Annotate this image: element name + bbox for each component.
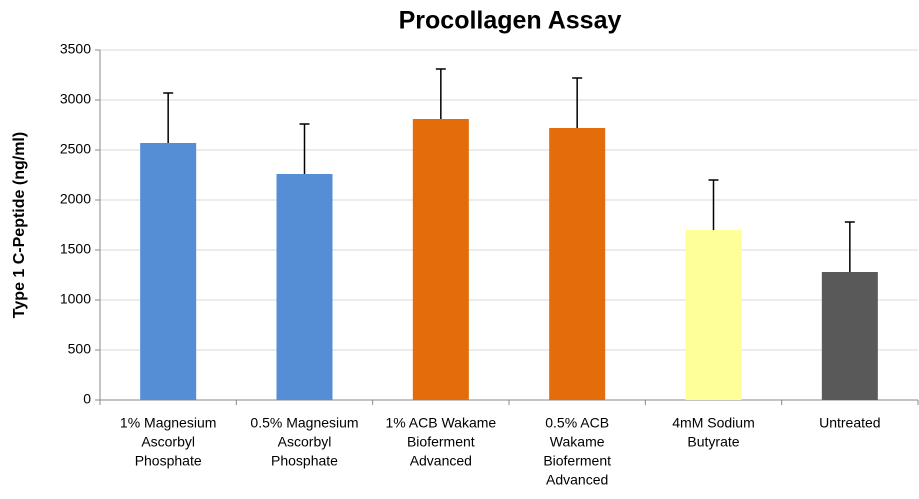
chart-title: Procollagen Assay [399, 7, 622, 35]
error-bar [163, 92, 174, 143]
x-tick-label: Ascorbyl [278, 434, 332, 450]
bar [276, 174, 333, 400]
y-tick-label: 1500 [60, 241, 91, 257]
bar [685, 230, 742, 400]
x-tick-label: 0.5% Magnesium [250, 415, 358, 431]
x-tick-label: 4mM Sodium [672, 415, 754, 431]
x-tick-label: Ascorbyl [141, 434, 195, 450]
error-bar [708, 179, 719, 230]
x-tick-label: Bioferment [543, 453, 611, 469]
x-tick-label: Bioferment [407, 434, 475, 450]
x-tick-label: 1% Magnesium [120, 415, 217, 431]
x-tick-label: Phosphate [135, 453, 202, 469]
bar [412, 119, 469, 400]
x-tick-label: Untreated [819, 415, 880, 431]
x-tick-label: Wakame [550, 434, 605, 450]
x-tick-label: 0.5% ACB [545, 415, 609, 431]
x-tick-label: Advanced [410, 453, 472, 469]
y-tick-label: 3500 [60, 41, 91, 57]
y-tick-label: 2500 [60, 141, 91, 157]
error-bar [435, 68, 446, 119]
y-tick-label: 500 [68, 341, 92, 357]
y-tick-label: 2000 [60, 191, 91, 207]
y-tick-label: 0 [83, 391, 91, 407]
x-tick-label: Butyrate [687, 434, 739, 450]
error-bar [844, 221, 855, 272]
bar [821, 272, 878, 400]
x-tick-label: Phosphate [271, 453, 338, 469]
y-axis-label: Type 1 C-Peptide (ng/ml) [11, 132, 28, 318]
x-tick-label: Advanced [546, 472, 608, 488]
y-tick-label: 3000 [60, 91, 91, 107]
error-bar [572, 77, 583, 128]
x-tick-label: 1% ACB Wakame [385, 415, 496, 431]
bar [549, 128, 606, 400]
bar [140, 143, 197, 400]
y-tick-label: 1000 [60, 291, 91, 307]
error-bar [299, 123, 310, 174]
